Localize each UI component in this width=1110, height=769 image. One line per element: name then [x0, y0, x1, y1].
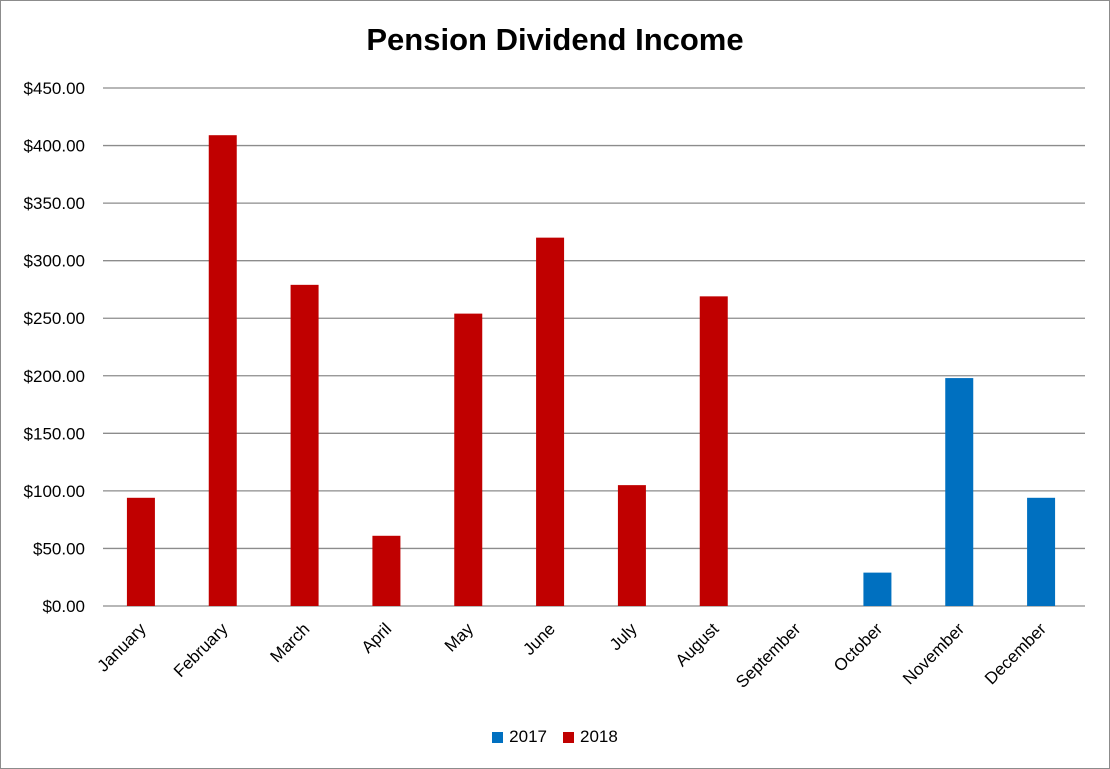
bar-2017-november	[945, 378, 974, 606]
x-tick-label: August	[672, 619, 723, 670]
legend-label: 2017	[509, 727, 547, 746]
x-tick-label: November	[899, 619, 968, 688]
x-tick-label: September	[732, 619, 804, 691]
legend-item-2018: 2018	[563, 727, 618, 747]
bar-2017-october	[863, 572, 892, 606]
y-tick-label: $150.00	[24, 424, 85, 443]
bar-2018-january	[126, 497, 155, 606]
legend-swatch	[563, 731, 574, 743]
bar-2018-april	[372, 535, 401, 606]
x-tick-label: July	[606, 619, 641, 654]
y-tick-label: $50.00	[33, 539, 85, 558]
bar-2018-july	[617, 485, 646, 606]
x-tick-label: October	[830, 619, 886, 675]
x-tick-label: May	[441, 619, 477, 655]
x-tick-label: June	[519, 619, 559, 659]
y-tick-label: $200.00	[24, 367, 85, 386]
y-tick-label: $100.00	[24, 482, 85, 501]
chart-legend: 2017 2018	[0, 727, 1110, 747]
bar-2017-december	[1027, 497, 1056, 606]
bar-2018-february	[208, 135, 237, 606]
x-tick-label: January	[94, 619, 151, 676]
bar-2018-june	[536, 237, 565, 606]
x-tick-label: February	[170, 619, 232, 681]
y-tick-label: $400.00	[24, 137, 85, 156]
y-tick-label: $350.00	[24, 194, 85, 213]
y-tick-label: $300.00	[24, 252, 85, 271]
y-tick-label: $0.00	[42, 597, 85, 616]
legend-label: 2018	[580, 727, 618, 746]
chart-title: Pension Dividend Income	[366, 22, 744, 57]
bar-2018-march	[290, 284, 319, 606]
bar-2018-august	[699, 296, 728, 606]
legend-item-2017: 2017	[492, 727, 547, 747]
x-tick-label: April	[358, 619, 395, 656]
x-tick-label: December	[981, 619, 1050, 688]
x-tick-label: March	[267, 619, 314, 666]
bar-2018-may	[454, 313, 483, 606]
y-tick-label: $450.00	[24, 79, 85, 98]
y-tick-label: $250.00	[24, 309, 85, 328]
legend-swatch	[492, 731, 504, 743]
